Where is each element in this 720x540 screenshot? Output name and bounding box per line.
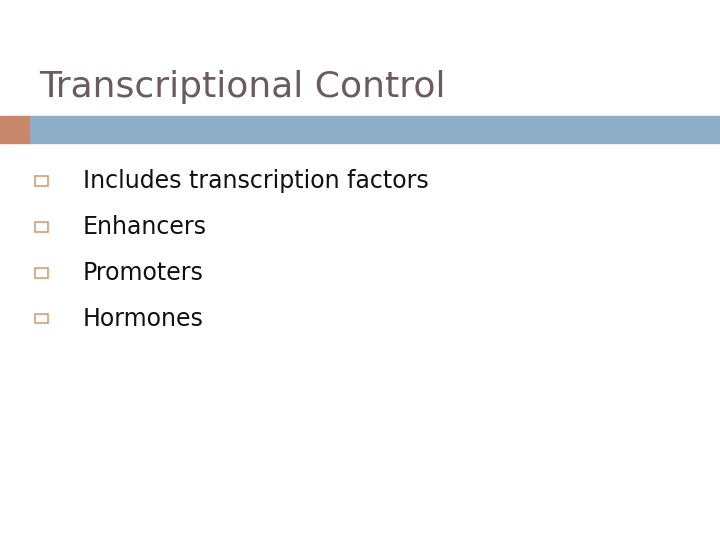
- Text: Promoters: Promoters: [83, 261, 204, 285]
- Bar: [0, 116, 30, 143]
- Text: Hormones: Hormones: [83, 307, 204, 330]
- Bar: [35, 268, 48, 278]
- Text: Enhancers: Enhancers: [83, 215, 207, 239]
- Bar: [35, 314, 48, 323]
- Bar: [30, 116, 720, 143]
- Text: Transcriptional Control: Transcriptional Control: [40, 70, 446, 104]
- Bar: [35, 222, 48, 232]
- Text: Includes transcription factors: Includes transcription factors: [83, 169, 428, 193]
- Bar: [35, 176, 48, 186]
